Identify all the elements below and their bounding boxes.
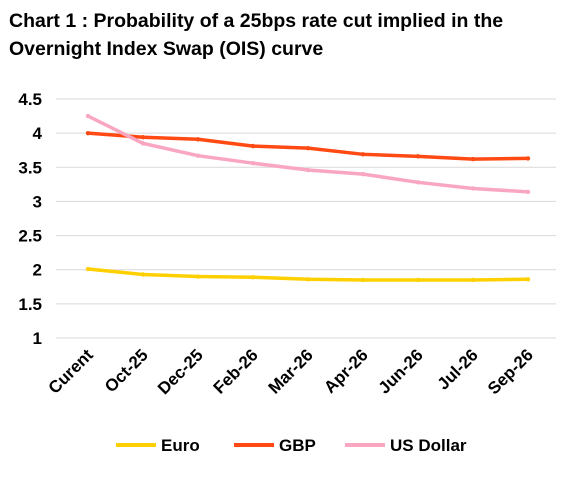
y-tick-label: 3.5 (18, 158, 42, 177)
data-point (251, 161, 255, 165)
data-point (526, 277, 530, 281)
x-tick-label: Jul-26 (434, 345, 482, 393)
data-point (251, 144, 255, 148)
y-tick-label: 4 (33, 124, 43, 143)
x-tick-label: Dec-25 (154, 345, 207, 398)
data-point (416, 278, 420, 282)
data-point (526, 156, 530, 160)
y-tick-label: 2 (33, 261, 42, 280)
legend-label: US Dollar (390, 436, 467, 455)
legend-label: Euro (161, 436, 200, 455)
data-point (416, 154, 420, 158)
x-axis: Curent Oct-25 Dec-25 Feb-26 Mar-26 Apr-26 Jun-… (45, 345, 537, 398)
x-tick-label: Jun-26 (375, 345, 427, 397)
data-point (86, 131, 90, 135)
y-axis: 1 1.5 2 2.5 3 3.5 4 4.5 (18, 90, 42, 348)
data-point (471, 186, 475, 190)
y-tick-label: 1 (33, 329, 42, 348)
x-tick-label: Oct-25 (101, 345, 152, 396)
data-point (196, 153, 200, 157)
y-tick-label: 4.5 (18, 90, 42, 109)
data-point (251, 275, 255, 279)
x-tick-label: Mar-26 (265, 345, 317, 397)
data-point (196, 274, 200, 278)
data-point (306, 277, 310, 281)
data-point (361, 278, 365, 282)
data-point (306, 146, 310, 150)
legend-label: GBP (279, 436, 316, 455)
x-tick-label: Feb-26 (210, 345, 262, 397)
data-point (196, 137, 200, 141)
data-point (416, 180, 420, 184)
data-point (471, 157, 475, 161)
series-line-us-dollar (88, 116, 528, 192)
y-tick-label: 3 (33, 192, 42, 211)
y-tick-label: 1.5 (18, 295, 42, 314)
data-point (141, 141, 145, 145)
data-point (86, 114, 90, 118)
data-point (141, 135, 145, 139)
legend: Euro GBP US Dollar (116, 436, 467, 455)
series-lines (86, 114, 530, 282)
y-tick-label: 2.5 (18, 227, 42, 246)
x-tick-label: Curent (45, 345, 97, 397)
data-point (361, 172, 365, 176)
data-point (141, 272, 145, 276)
data-point (361, 152, 365, 156)
x-tick-label: Sep-26 (484, 345, 537, 398)
data-point (86, 267, 90, 271)
x-tick-label: Apr-26 (320, 345, 372, 397)
data-point (306, 168, 310, 172)
data-point (471, 278, 475, 282)
data-point (526, 190, 530, 194)
